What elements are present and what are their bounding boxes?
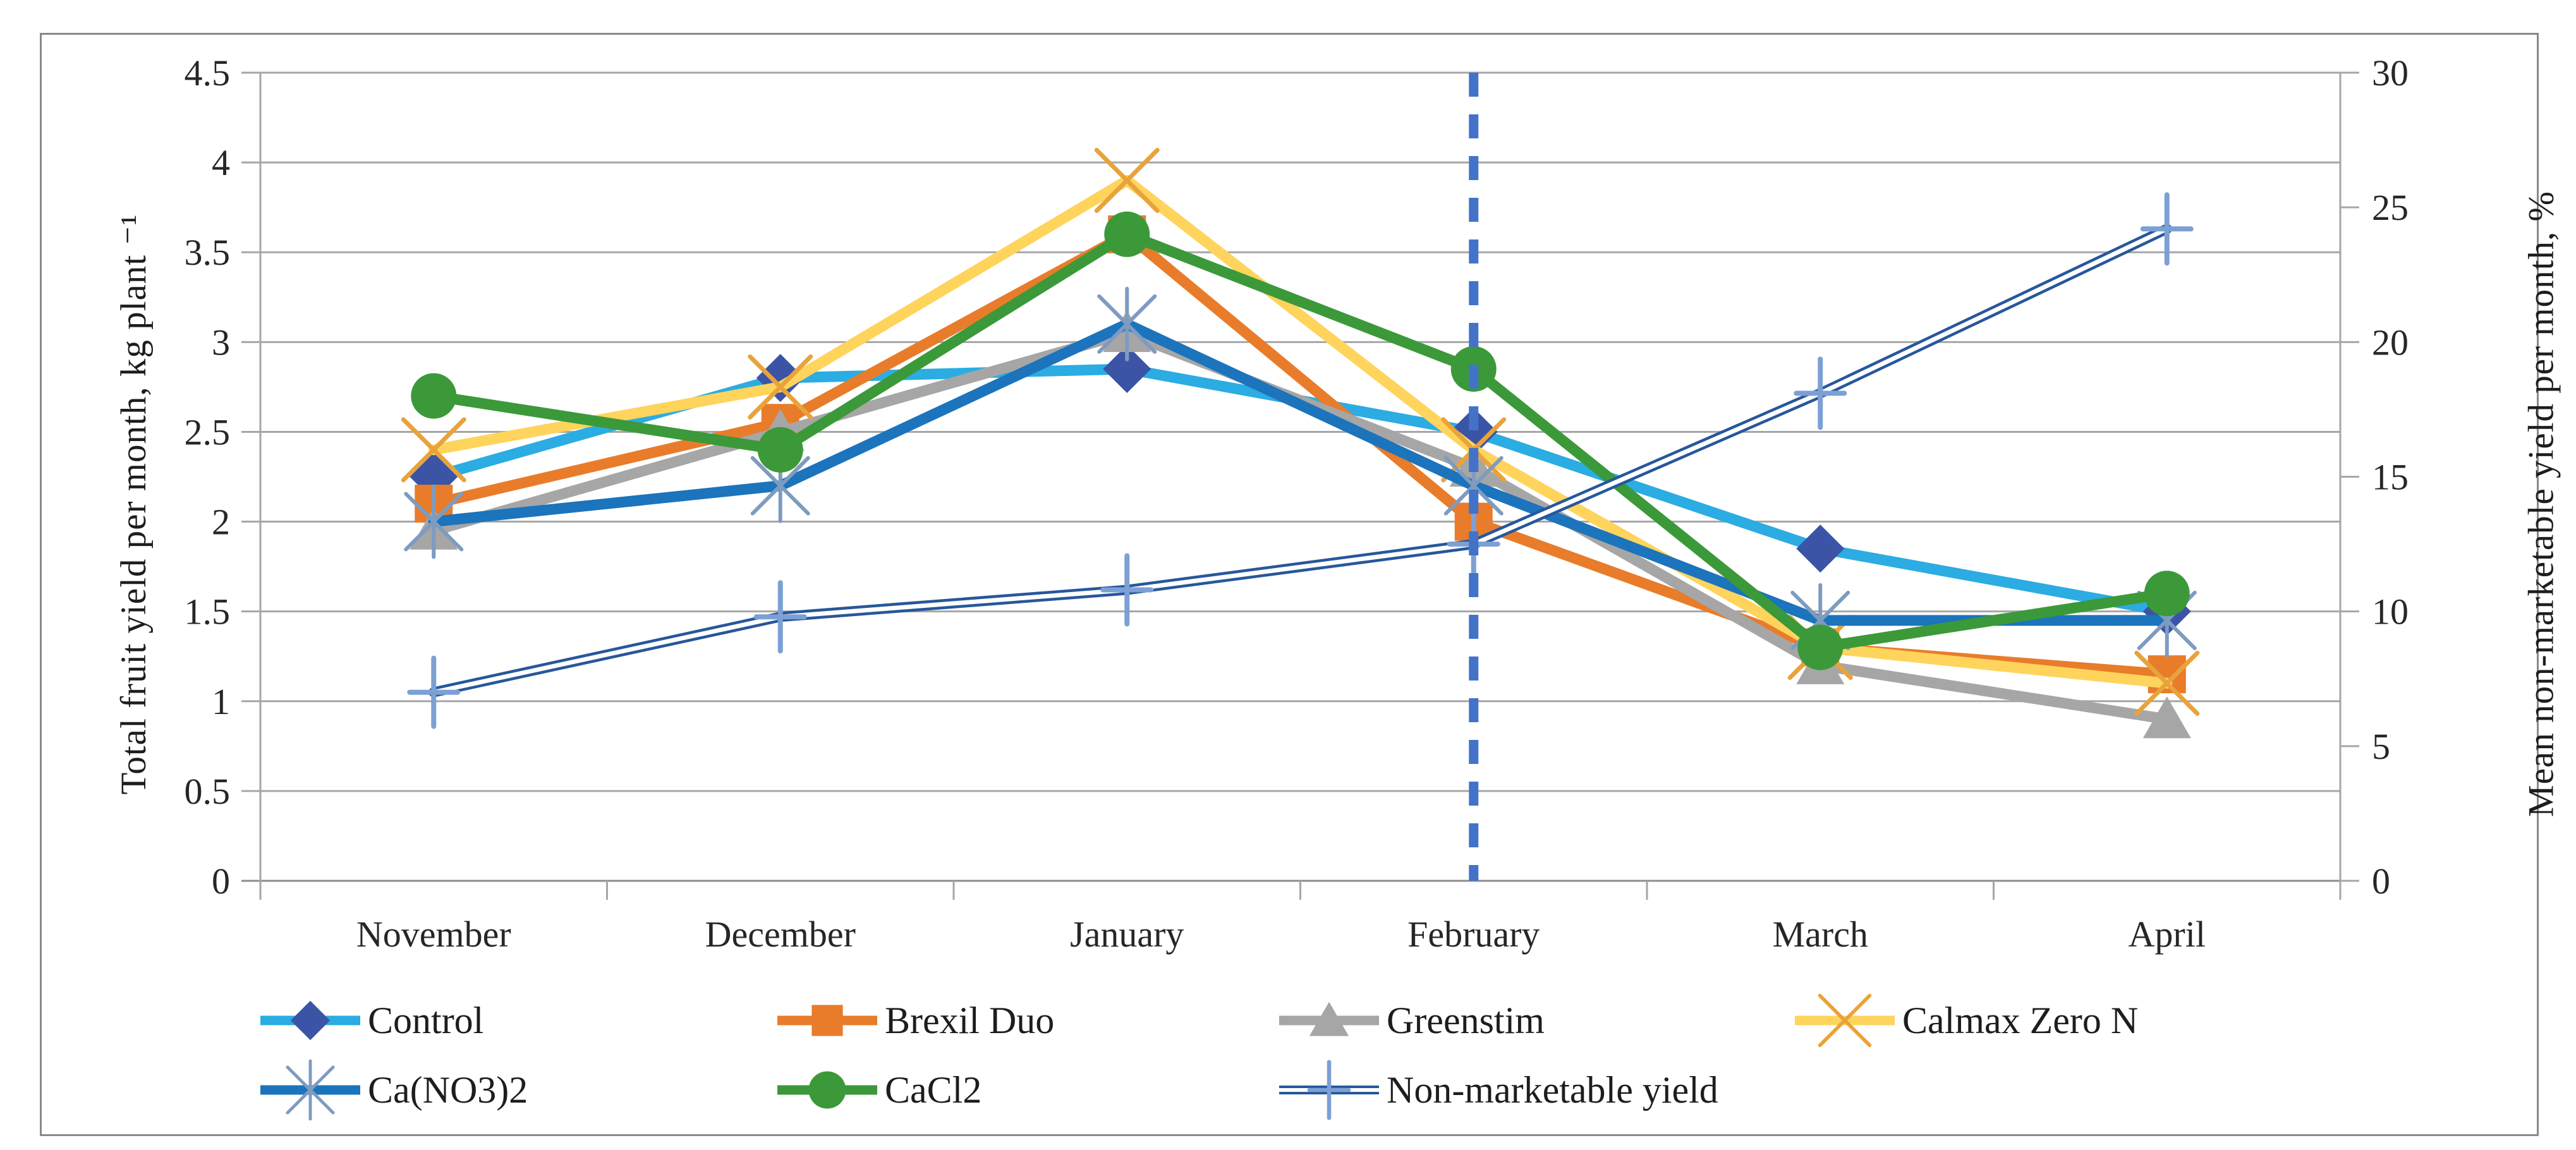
x-tick-label: November bbox=[356, 914, 511, 955]
series-markers-control bbox=[410, 344, 2191, 636]
left-tick-label: 3.5 bbox=[185, 232, 231, 273]
legend-item-canno3: Ca(NO3)2 bbox=[257, 1055, 528, 1125]
legend-item-nonmarketable: Non-marketable yield bbox=[1275, 1055, 1718, 1125]
series-line-nonmarketable-inner bbox=[431, 226, 2170, 695]
left-tick-label: 0.5 bbox=[185, 771, 231, 812]
left-tick-label: 4.5 bbox=[185, 52, 231, 94]
right-tick-label: 0 bbox=[2372, 861, 2390, 902]
legend-item-greenstim: Greenstim bbox=[1275, 986, 1545, 1055]
x-tick-label: April bbox=[2129, 914, 2206, 955]
legend-swatch-control bbox=[260, 1000, 360, 1041]
right-tick-label: 25 bbox=[2372, 187, 2409, 228]
left-tick-label: 1 bbox=[212, 681, 230, 722]
legend-item-cacl2: CaCl2 bbox=[774, 1055, 981, 1125]
right-tick-label: 20 bbox=[2372, 322, 2409, 363]
legend-swatch-nonmarketable bbox=[1279, 1060, 1379, 1120]
legend-label-brexil: Brexil Duo bbox=[885, 999, 1055, 1041]
x-tick-label: March bbox=[1773, 914, 1868, 955]
legend-label-control: Control bbox=[368, 999, 484, 1041]
series-markers-nonmarketable bbox=[407, 192, 2194, 729]
right-tick-label: 15 bbox=[2372, 457, 2409, 498]
legend-label-calmax: Calmax Zero N bbox=[1902, 999, 2139, 1041]
plot-area: 0 0.5 1 1.5 2 2.5 3 3.5 4 4.5 0 5 10 15 20 25 30 November… bbox=[185, 52, 2409, 955]
legend-swatch-brexil bbox=[777, 1005, 877, 1036]
right-tick-label: 10 bbox=[2372, 591, 2409, 632]
legend-label-greenstim: Greenstim bbox=[1387, 999, 1545, 1041]
x-tick-label: January bbox=[1070, 914, 1184, 955]
legend-label-nonmarketable: Non-marketable yield bbox=[1387, 1068, 1718, 1111]
legend-label-cacl2: CaCl2 bbox=[885, 1068, 982, 1111]
x-tick-label: February bbox=[1407, 914, 1540, 955]
legend-label-canno3: Ca(NO3)2 bbox=[368, 1068, 528, 1111]
series-line-canno3 bbox=[428, 318, 2173, 626]
series-line-calmax bbox=[428, 175, 2173, 689]
left-tick-label: 0 bbox=[212, 861, 230, 902]
x-tick-label: December bbox=[705, 914, 856, 955]
figure-border: Total fruit yield per month, kg plant ⁻¹… bbox=[40, 33, 2561, 1136]
left-tick-label: 2 bbox=[212, 502, 230, 543]
legend-item-calmax: Calmax Zero N bbox=[1791, 986, 2138, 1055]
series-markers-cacl2 bbox=[411, 211, 2190, 670]
right-tick-label: 5 bbox=[2372, 726, 2390, 767]
legend-swatch-calmax bbox=[1795, 993, 1895, 1048]
legend-swatch-cacl2 bbox=[777, 1071, 877, 1109]
left-tick-label: 3 bbox=[212, 322, 230, 363]
legend-item-control: Control bbox=[257, 986, 483, 1055]
left-tick-label: 4 bbox=[212, 142, 230, 183]
left-tick-label: 2.5 bbox=[185, 411, 231, 452]
legend-swatch-greenstim bbox=[1279, 1002, 1379, 1036]
right-tick-label: 30 bbox=[2372, 52, 2409, 94]
legend-swatch-canno3 bbox=[260, 1059, 360, 1121]
series-line-cacl2 bbox=[428, 229, 2173, 653]
left-tick-label: 1.5 bbox=[185, 591, 231, 632]
legend-item-brexil: Brexil Duo bbox=[774, 986, 1054, 1055]
